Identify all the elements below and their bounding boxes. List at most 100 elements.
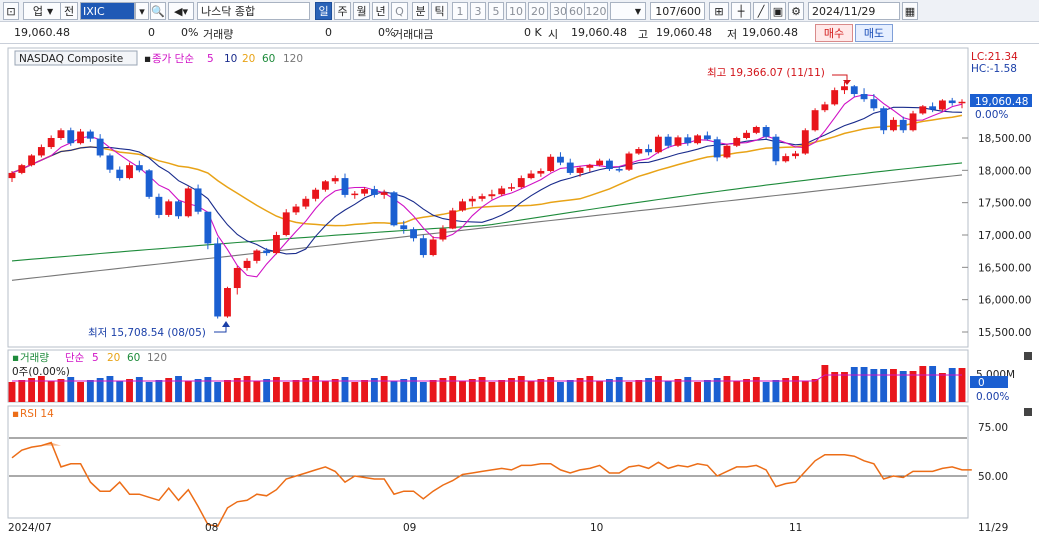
draw-line-icon[interactable]: ╱ [753, 2, 769, 20]
prev-button[interactable]: 전 [60, 2, 78, 20]
candle-body [214, 243, 222, 317]
market-type-label: 업 [32, 5, 43, 18]
candle-body [263, 250, 271, 254]
y-tick-label: 16,000.00 [978, 295, 1031, 307]
window-icon[interactable]: ⊡ [3, 2, 19, 20]
rsi-panel-close-icon[interactable] [1024, 408, 1032, 416]
candle-body [948, 100, 956, 104]
volume-bar [831, 372, 839, 402]
candle-body [723, 145, 731, 158]
candle-body [175, 201, 182, 217]
volume-bar [273, 377, 280, 402]
candle-body [527, 173, 535, 179]
sell-button[interactable]: 매도 [855, 24, 893, 42]
candle-body [106, 155, 114, 170]
low-value: 19,060.48 [742, 26, 798, 39]
minute-10-tab[interactable]: 10 [506, 2, 526, 20]
ma60-label: 60 [262, 53, 275, 65]
date-field[interactable]: 2024/11/29 [808, 2, 900, 20]
volume-bar [96, 378, 104, 402]
volume-current-text: 0 [978, 377, 985, 389]
volume-bar [47, 381, 55, 402]
grid-icon[interactable]: ⊞ [709, 2, 729, 20]
candle-body [439, 228, 447, 240]
volume-bar [557, 382, 564, 402]
info-bar: 19,060.48 0 0% 거래량 0 0% 거래대금 0 K 시 19,06… [0, 22, 1039, 44]
volume-current-tag [970, 376, 1008, 388]
volume-bar [8, 382, 16, 402]
volume-bar [733, 381, 741, 402]
candle-body [253, 250, 261, 261]
period-week-tab[interactable]: 주 [334, 2, 351, 20]
chart-area[interactable]: NASDAQ Composite ▪ 종가 단순 5 10 20 60 120 … [0, 45, 1039, 539]
data-count-field[interactable]: 107/600 [650, 2, 705, 20]
time-axis: 2024/07 08 09 10 11 11/29 [8, 522, 1008, 534]
interval-select[interactable]: ▼ [610, 2, 646, 20]
volume-bar [537, 379, 545, 402]
calendar-icon[interactable]: ▦ [902, 2, 918, 20]
current-price: 19,060.48 [14, 26, 70, 39]
minute-20-tab[interactable]: 20 [528, 2, 548, 20]
minute-120-tab[interactable]: 120 [584, 2, 608, 20]
volume-bar [850, 367, 858, 402]
high-label: 고 [638, 28, 649, 41]
volume-bar [576, 378, 584, 402]
minute-5-tab[interactable]: 5 [488, 2, 504, 20]
volume-bar [28, 378, 36, 402]
volume-bar [449, 376, 457, 402]
rsi-panel[interactable] [7, 405, 969, 519]
volume-bar [654, 376, 662, 402]
candle-body [762, 127, 770, 137]
volume-panel-close-icon[interactable] [1024, 352, 1032, 360]
candle-body [909, 113, 917, 131]
current-pct-text: 0.00% [975, 109, 1008, 121]
minute-3-tab[interactable]: 3 [470, 2, 486, 20]
symbol-code-input[interactable]: IXIC [80, 2, 135, 20]
minute-1-tab[interactable]: 1 [452, 2, 468, 20]
volume-bar [566, 380, 574, 402]
candle-body [938, 100, 946, 110]
period-month-tab[interactable]: 월 [353, 2, 370, 20]
search-icon[interactable]: 🔍 [150, 2, 166, 20]
candle-tool-icon[interactable]: ┼ [731, 2, 751, 20]
vma5-label: 5 [92, 352, 99, 364]
candle-body [596, 160, 604, 166]
candlestick-chart[interactable]: NASDAQ Composite ▪ 종가 단순 5 10 20 60 120 … [0, 45, 1039, 539]
period-quarter-tab[interactable]: Q [391, 2, 408, 20]
gear-icon[interactable]: ⚙ [788, 2, 804, 20]
minute-60-tab[interactable]: 60 [566, 2, 586, 20]
period-minute-tab[interactable]: 분 [412, 2, 429, 20]
save-icon[interactable]: ▣ [770, 2, 786, 20]
period-tick-tab[interactable]: 틱 [431, 2, 448, 20]
candle-body [449, 210, 457, 229]
volume-value: 0 [325, 26, 332, 39]
candle-body [96, 138, 104, 156]
volume-bar [909, 371, 917, 402]
volume-bar [596, 381, 604, 402]
candle-body [145, 170, 153, 197]
price-panel[interactable] [7, 47, 969, 348]
index-name-field[interactable]: 나스닥 종합 [197, 2, 310, 20]
amount-label: 거래대금 [393, 28, 434, 41]
candle-body [233, 267, 241, 289]
buy-button[interactable]: 매수 [815, 24, 853, 42]
period-year-tab[interactable]: 년 [372, 2, 389, 20]
volume-ma-line [12, 374, 962, 382]
ma5-label: 5 [207, 53, 214, 65]
price-change-pct: 0% [181, 26, 199, 39]
volume-bar [400, 379, 408, 402]
chevron-down-icon[interactable]: ▾ [135, 2, 149, 20]
candle-body [899, 119, 907, 131]
candle-body [126, 165, 133, 179]
candle-body [28, 155, 36, 166]
volume-bar [380, 376, 388, 402]
candle-body [341, 178, 349, 195]
candle-body [155, 196, 163, 215]
period-day-tab[interactable]: 일 [315, 2, 332, 20]
market-type-select[interactable]: 업 ▼ [23, 2, 63, 20]
volume-bar [126, 379, 133, 402]
candle-body [351, 193, 359, 196]
volume-bar [57, 379, 65, 402]
speaker-icon[interactable]: ◀▾ [168, 2, 194, 20]
high-value: 19,060.48 [656, 26, 712, 39]
